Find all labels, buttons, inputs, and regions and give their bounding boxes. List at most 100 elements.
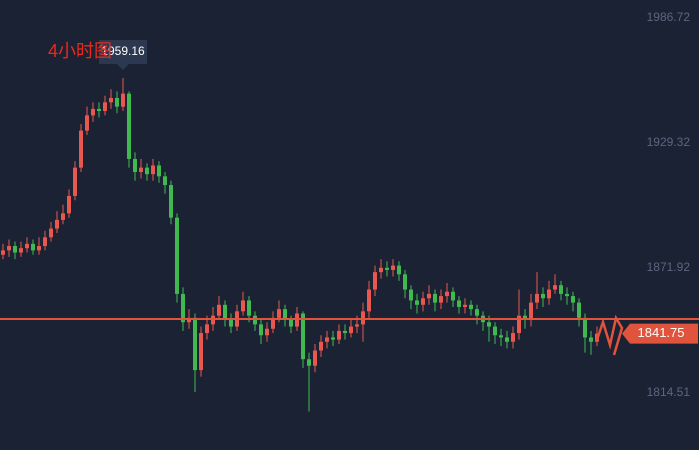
candle-body bbox=[313, 350, 317, 366]
candle-body bbox=[7, 246, 11, 251]
candle-body bbox=[307, 359, 311, 366]
candle-body bbox=[73, 167, 77, 196]
candle-body bbox=[361, 311, 365, 325]
candle-body bbox=[559, 285, 563, 294]
plot: 1986.72 1929.32 1871.92 1814.51 1959.16 1841.… bbox=[0, 10, 699, 412]
candle-body bbox=[145, 167, 149, 175]
candle-body bbox=[367, 289, 371, 312]
candle-body bbox=[517, 315, 521, 334]
candle-body bbox=[61, 213, 65, 220]
candle-body bbox=[283, 309, 287, 321]
candle-body bbox=[79, 130, 83, 168]
candle-body bbox=[301, 313, 305, 360]
candle-body bbox=[547, 289, 551, 299]
candle-body bbox=[493, 326, 497, 336]
candle-body bbox=[163, 176, 167, 186]
last-price-box bbox=[622, 323, 698, 344]
candle-body bbox=[151, 165, 155, 175]
candle-body bbox=[331, 337, 335, 340]
candle-body bbox=[463, 304, 467, 307]
candle-body bbox=[529, 302, 533, 321]
candle-body bbox=[157, 165, 161, 177]
candle-body bbox=[403, 274, 407, 290]
y-tick-label: 1814.51 bbox=[647, 385, 691, 399]
candle-body bbox=[445, 291, 449, 297]
candle-body bbox=[391, 265, 395, 270]
candle-body bbox=[415, 300, 419, 305]
candle-body bbox=[289, 320, 293, 327]
candle-body bbox=[229, 320, 233, 327]
candle-body bbox=[133, 158, 137, 172]
tooltip-label: 1959.16 bbox=[101, 44, 145, 58]
arrow-annotation bbox=[595, 314, 624, 356]
tooltip-box bbox=[99, 40, 147, 71]
candle-body bbox=[337, 330, 341, 340]
candle-body bbox=[469, 304, 473, 310]
candle-body bbox=[373, 272, 377, 290]
candle-body bbox=[205, 324, 209, 334]
candle-body bbox=[97, 108, 101, 112]
candle-body bbox=[565, 293, 569, 297]
candle-body bbox=[421, 298, 425, 305]
candle-body bbox=[409, 289, 413, 301]
candle-body bbox=[1, 250, 5, 255]
candle-body bbox=[85, 115, 89, 131]
candle-body bbox=[271, 317, 275, 329]
candle-body bbox=[193, 317, 197, 371]
candle-body bbox=[217, 304, 221, 316]
candle-body bbox=[109, 97, 113, 103]
candle-body bbox=[343, 330, 347, 334]
candle-body bbox=[259, 324, 263, 336]
candle-body bbox=[499, 335, 503, 338]
candle-body bbox=[247, 300, 251, 316]
y-tick-label: 1871.92 bbox=[647, 260, 691, 274]
candle-body bbox=[571, 296, 575, 303]
candle-body bbox=[535, 293, 539, 303]
candle-body bbox=[511, 333, 515, 342]
candle-body bbox=[127, 93, 131, 159]
candle-body bbox=[277, 309, 281, 318]
candle-body bbox=[439, 296, 443, 303]
candle-body bbox=[583, 317, 587, 338]
candle-body bbox=[43, 237, 47, 247]
candle-body bbox=[355, 324, 359, 327]
candle-body bbox=[523, 315, 527, 321]
candle-body bbox=[169, 185, 173, 218]
candle-body bbox=[103, 102, 107, 112]
candle-body bbox=[199, 333, 203, 371]
candle-body bbox=[25, 243, 29, 249]
candle-body bbox=[295, 313, 299, 327]
last-price-label: 1841.75 bbox=[638, 325, 685, 340]
candle-body bbox=[433, 293, 437, 303]
candle-body bbox=[139, 167, 143, 172]
candle-body bbox=[211, 315, 215, 325]
candle-body bbox=[451, 291, 455, 301]
y-tick-label: 1986.72 bbox=[647, 10, 691, 24]
candle-body bbox=[13, 246, 17, 253]
candle-body bbox=[115, 97, 119, 107]
candle-body bbox=[553, 285, 557, 290]
y-tick-label: 1929.32 bbox=[647, 135, 691, 149]
candle-body bbox=[577, 302, 581, 318]
candle-body bbox=[67, 195, 71, 214]
candle-body bbox=[385, 267, 389, 270]
candle-body bbox=[121, 93, 125, 107]
candle-body bbox=[241, 300, 245, 312]
candle-body bbox=[55, 219, 59, 229]
candle-body bbox=[265, 328, 269, 336]
candle-body bbox=[319, 341, 323, 351]
candle-body bbox=[457, 300, 461, 307]
candle-body bbox=[487, 322, 491, 327]
candle-body bbox=[223, 304, 227, 321]
candle-body bbox=[181, 293, 185, 323]
candle-body bbox=[475, 309, 479, 316]
candle-body bbox=[349, 326, 353, 334]
candle-body bbox=[91, 108, 95, 116]
candle-body bbox=[187, 317, 191, 323]
candle-body bbox=[589, 337, 593, 342]
candle-body bbox=[541, 293, 545, 299]
candle-body bbox=[505, 337, 509, 342]
candle-body bbox=[31, 243, 35, 251]
candle-body bbox=[325, 337, 329, 342]
